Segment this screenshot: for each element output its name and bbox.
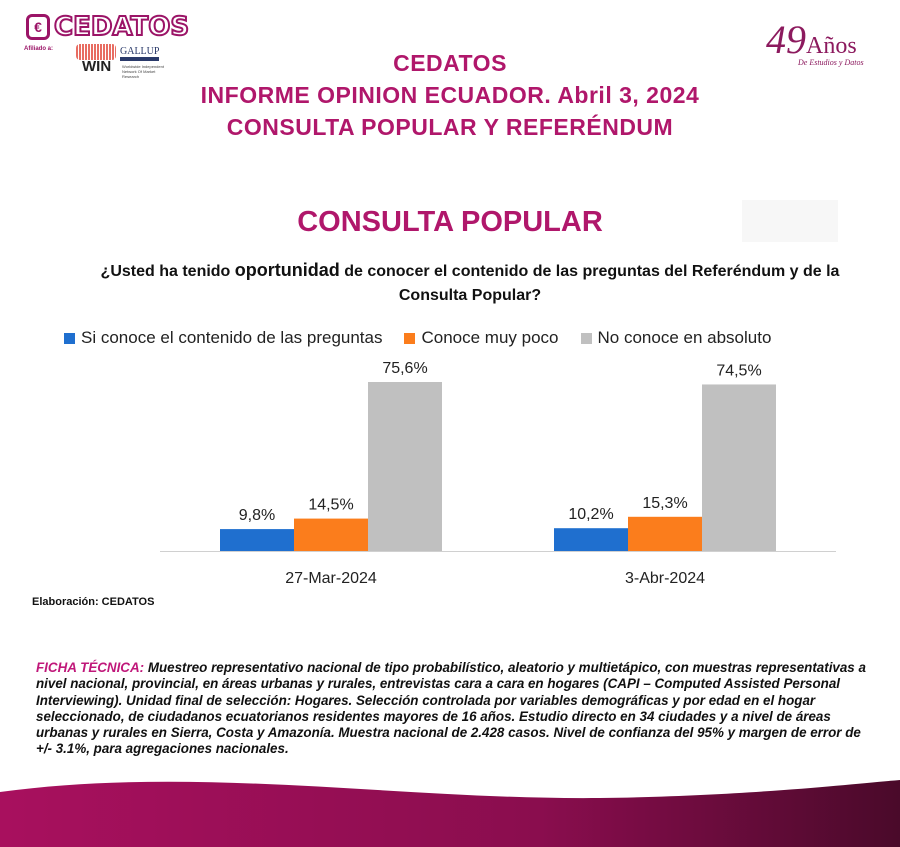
x-tick-label: 3-Abr-2024	[625, 570, 705, 587]
data-label: 74,5%	[716, 362, 761, 379]
world-map-icon	[76, 44, 116, 60]
data-label: 9,8%	[239, 507, 275, 524]
affiliated-label: Afiliado a:	[24, 46, 54, 52]
question-pre: ¿Usted ha tenido	[100, 263, 235, 280]
technical-sheet: FICHA TÉCNICA: Muestreo representativo n…	[36, 660, 866, 758]
legend-item: No conoce en absoluto	[580, 328, 772, 348]
legend-item: Conoce muy poco	[404, 328, 559, 348]
x-tick-label: 27-Mar-2024	[285, 570, 377, 587]
gallup-logo: GALLUP	[120, 46, 160, 61]
legend-swatch	[64, 332, 75, 344]
bar	[220, 529, 294, 551]
question-post: de conocer el contenido de las preguntas…	[339, 263, 840, 304]
legend-label: Si conoce el contenido de las preguntas	[81, 328, 383, 347]
question-bold: oportunidad	[234, 260, 340, 280]
legend-label: Conoce muy poco	[421, 328, 559, 347]
anniversary-word: Años	[806, 33, 857, 59]
win-subtitle: Worldwide Independent Network Of Market …	[122, 64, 164, 79]
legend-swatch	[580, 332, 592, 344]
technical-sheet-label: FICHA TÉCNICA:	[36, 660, 145, 675]
source-note: Elaboración: CEDATOS	[32, 596, 155, 608]
header-line-2: INFORME OPINION ECUADOR. Abril 3, 2024	[200, 82, 700, 108]
logo-brand: CEDATOS	[53, 11, 190, 43]
legend-swatch	[404, 332, 416, 344]
cedatos-emblem-icon: €	[26, 14, 50, 40]
bar	[628, 516, 702, 551]
anniversary-logo: 49Años De Estudios y Datos	[766, 16, 864, 67]
anniversary-number: 49	[766, 17, 806, 62]
bar	[554, 528, 628, 551]
footer-wave	[0, 780, 900, 847]
chart-title: CONSULTA POPULAR	[297, 206, 603, 238]
chart-legend: Si conoce el contenido de las preguntas …	[64, 328, 771, 348]
legend-item: Si conoce el contenido de las preguntas	[64, 328, 382, 348]
win-logo: WIN	[82, 58, 112, 75]
bar	[368, 382, 442, 551]
bar-chart: 9,8% 14,5% 75,6% 27-Mar-2024 10,2% 15,3% 74,5%…	[160, 360, 836, 587]
header-line-1: CEDATOS	[393, 50, 507, 76]
data-label: 14,5%	[308, 497, 353, 514]
cedatos-logo: € CEDATOS Afiliado a: WIN GALLUP Worldwi…	[24, 11, 190, 82]
technical-sheet-text: Muestreo representativo nacional de tipo…	[36, 660, 866, 757]
data-label: 75,6%	[382, 360, 427, 377]
question: ¿Usted ha tenido oportunidad de conocer …	[100, 258, 840, 308]
placeholder-box	[742, 200, 838, 242]
header-line-3: CONSULTA POPULAR Y REFERÉNDUM	[226, 114, 674, 140]
data-label: 15,3%	[642, 495, 687, 512]
legend-label: No conoce en absoluto	[597, 328, 772, 347]
anniversary-subtitle: De Estudios y Datos	[798, 58, 864, 67]
bar	[702, 384, 776, 551]
bar	[294, 518, 368, 551]
data-label: 10,2%	[568, 506, 613, 523]
